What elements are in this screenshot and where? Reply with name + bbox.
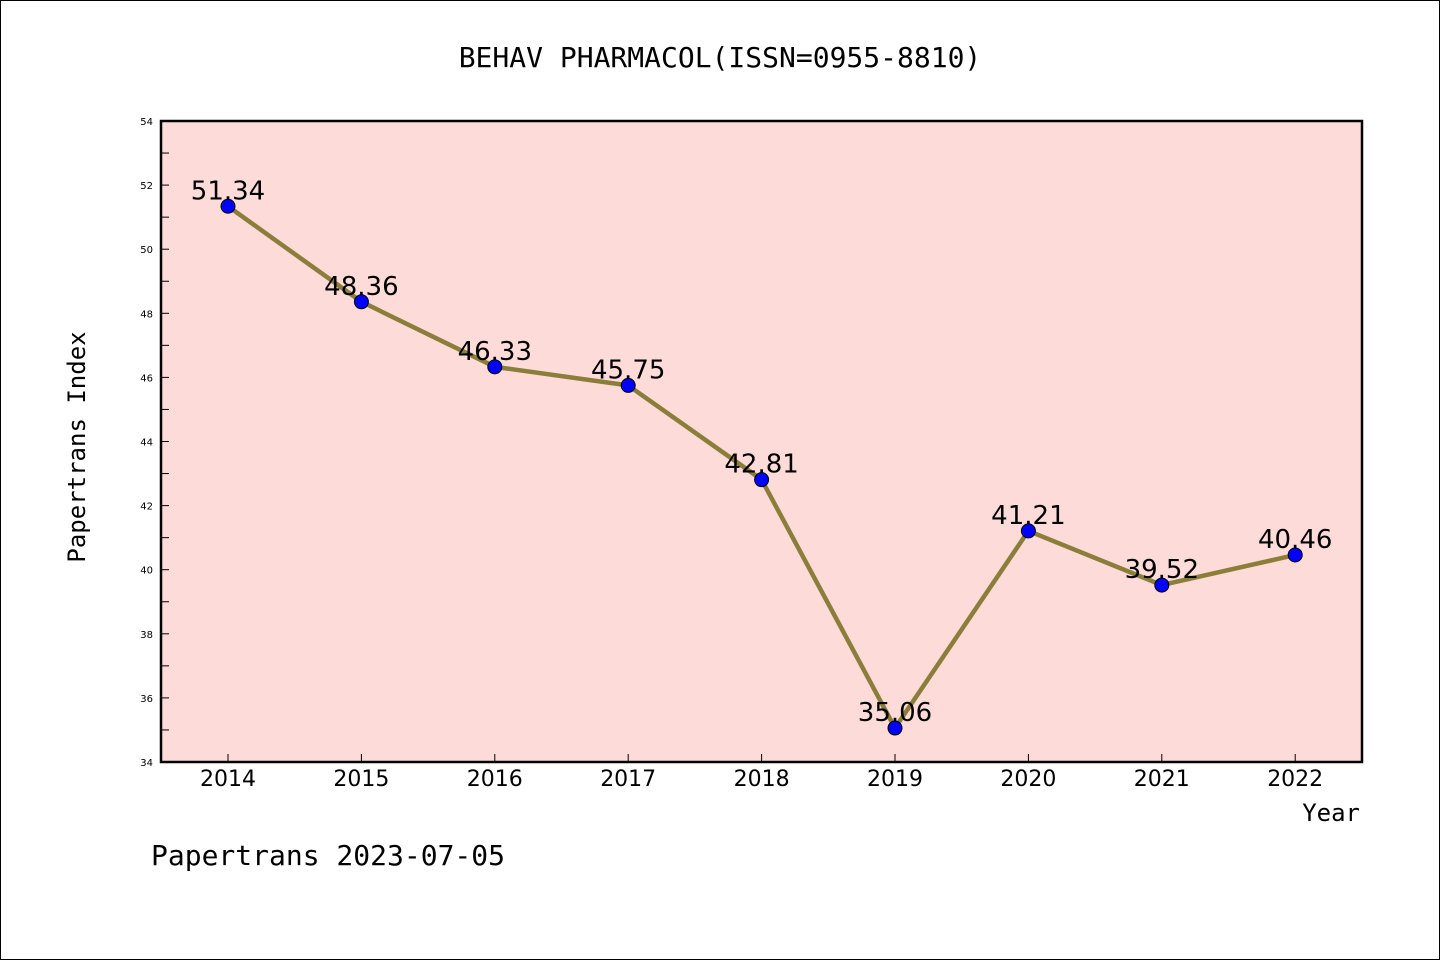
y-tick-label: 48: [140, 309, 153, 320]
y-tick-label: 44: [140, 438, 153, 449]
x-tick-label: 2015: [333, 767, 389, 792]
y-tick-label: 50: [140, 245, 153, 256]
y-tick-label: 52: [140, 181, 153, 192]
plot-area: [159, 119, 1364, 764]
x-tick-label: 2018: [734, 767, 790, 792]
y-tick-label: 36: [140, 694, 153, 705]
x-tick-label: 2022: [1267, 767, 1323, 792]
data-point: [220, 198, 236, 214]
x-axis: 2014 2015 2016 2017 2018 2019 2020 2021 2022: [200, 754, 1323, 792]
y-tick-label: 46: [140, 373, 153, 384]
data-point: [487, 359, 503, 375]
data-label: 40.46: [1258, 525, 1332, 555]
series-layer: [220, 198, 1303, 736]
data-label: 39.52: [1125, 555, 1199, 585]
chart-title: BEHAV PHARMACOL(ISSN=0955-8810): [459, 41, 982, 74]
data-label: 51.34: [191, 176, 265, 206]
data-point: [1287, 547, 1303, 563]
data-label: 45.75: [591, 355, 665, 385]
data-label: 46.33: [458, 337, 532, 367]
data-label: 41.21: [991, 501, 1065, 531]
y-tick-label: 42: [140, 502, 153, 513]
data-label: 35.06: [858, 698, 932, 728]
y-axis: 34 36 38 40 42 44 46 48 50 52 54: [140, 117, 169, 769]
data-point: [1020, 523, 1036, 539]
x-tick-label: 2014: [200, 767, 256, 792]
y-tick-label: 54: [140, 117, 153, 128]
data-label: 48.36: [324, 272, 398, 302]
data-point: [620, 377, 636, 393]
data-point: [887, 720, 903, 736]
x-tick-label: 2019: [867, 767, 923, 792]
x-tick-label: 2017: [600, 767, 656, 792]
x-tick-label: 2016: [467, 767, 523, 792]
y-tick-label: 40: [140, 566, 153, 577]
y-axis-title: Papertrans Index: [63, 331, 91, 562]
x-tick-label: 2020: [1000, 767, 1056, 792]
data-point: [353, 294, 369, 310]
x-axis-title: Year: [1302, 799, 1360, 827]
data-label-layer: 51.34 48.36 46.33 45.75 42.81 35.06 41.21 39.52…: [191, 176, 1333, 728]
data-point: [754, 472, 770, 488]
data-point: [1154, 577, 1170, 593]
y-tick-label: 38: [140, 630, 153, 641]
y-tick-label: 34: [140, 758, 153, 769]
data-label: 42.81: [724, 450, 798, 480]
footer-text: Papertrans 2023-07-05: [151, 839, 505, 872]
x-tick-label: 2021: [1134, 767, 1190, 792]
